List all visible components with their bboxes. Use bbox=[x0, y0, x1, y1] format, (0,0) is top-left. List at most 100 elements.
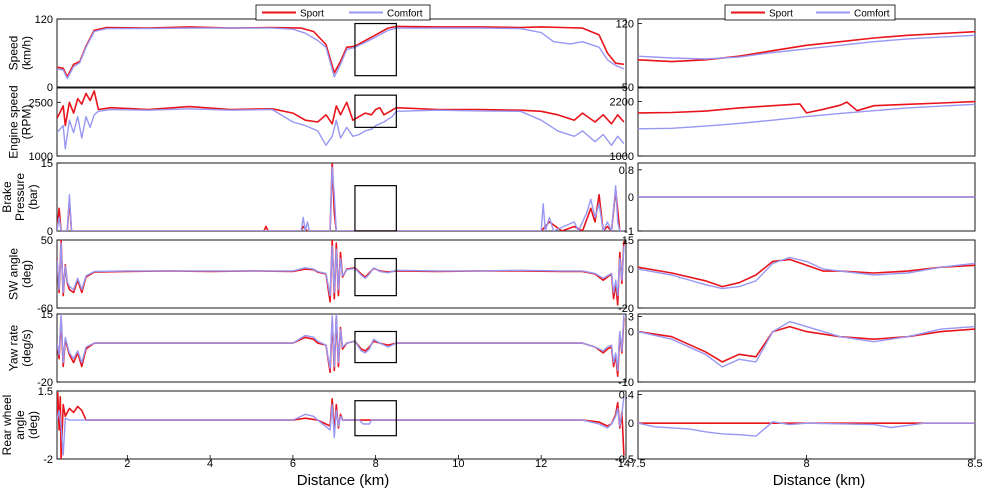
zoom-box bbox=[354, 400, 397, 437]
y-tick-label: 0 bbox=[628, 192, 634, 204]
y-tick-label: 1.5 bbox=[38, 386, 53, 398]
y-tick-label: 50 bbox=[41, 235, 53, 247]
x-tick-label: 7.5 bbox=[630, 458, 645, 470]
axes-frame bbox=[637, 87, 976, 157]
axes-frame bbox=[637, 18, 976, 88]
axes-frame bbox=[56, 87, 627, 157]
zoom-box bbox=[354, 22, 397, 77]
series-line-comfort bbox=[638, 34, 975, 60]
y-tick-label: 2200 bbox=[610, 97, 634, 109]
axes-frame bbox=[637, 313, 976, 383]
y-axis-label: BrakePressure(bar) bbox=[0, 173, 40, 221]
series-line-comfort bbox=[57, 108, 625, 150]
y-tick-label: 0 bbox=[47, 82, 53, 94]
zoom-box bbox=[354, 330, 397, 364]
y-tick-label: 50 bbox=[622, 82, 634, 94]
left-subplot-1: 120 0 Speed(km/h) bbox=[7, 14, 627, 94]
left-subplot-3: 15 0 BrakePressure(bar) bbox=[0, 158, 627, 238]
y-axis-label-line: (km/h) bbox=[20, 36, 34, 70]
y-tick-label: 15 bbox=[622, 235, 634, 247]
y-tick-label: -2 bbox=[43, 454, 53, 466]
y-axis-label-line: (deg/s) bbox=[20, 329, 34, 366]
y-tick-label: 120 bbox=[616, 19, 634, 31]
y-axis-label-line: (deg) bbox=[20, 260, 34, 288]
y-axis-label-line: (RPM) bbox=[20, 105, 34, 140]
right-subplot-3: 0.8 0 -1 bbox=[619, 162, 976, 238]
right-subplot-4: 15 0 -20 bbox=[618, 235, 976, 315]
y-axis-label-line: Brake bbox=[0, 181, 14, 213]
x-tick-label: 8 bbox=[373, 458, 379, 470]
series-line-comfort bbox=[57, 396, 625, 456]
y-axis-label-line: angle bbox=[13, 410, 27, 440]
right-subplot-2: 2200 1000 bbox=[610, 87, 976, 163]
legend-label-comfort: Comfort bbox=[854, 9, 890, 20]
axes-frame bbox=[56, 162, 627, 232]
x-tick-label: 6 bbox=[290, 458, 296, 470]
y-axis-label-line: Pressure bbox=[13, 173, 27, 221]
y-tick-label: 1000 bbox=[29, 151, 53, 163]
y-axis-label-line: Engine speed bbox=[7, 85, 21, 158]
x-tick-label: 10 bbox=[452, 458, 464, 470]
series-line-sport bbox=[638, 30, 975, 63]
y-tick-label: 120 bbox=[35, 14, 53, 26]
y-tick-label: -10 bbox=[618, 377, 634, 389]
x-axis-label-right: Distance (km) bbox=[773, 472, 866, 489]
y-tick-label: 15 bbox=[41, 309, 53, 321]
legend-box bbox=[724, 4, 896, 21]
y-tick-label: 0 bbox=[47, 226, 53, 238]
y-axis-label-line: Yaw rate bbox=[7, 324, 21, 371]
zoom-box bbox=[354, 257, 397, 297]
right-subplot-5: 3 0 -10 bbox=[618, 312, 976, 389]
y-tick-label: -0.5 bbox=[615, 454, 634, 466]
x-tick-label: 8.5 bbox=[967, 458, 982, 470]
y-axis-label: Yaw rate(deg/s) bbox=[7, 324, 34, 371]
y-tick-label: 0 bbox=[628, 264, 634, 276]
y-axis-label-line: SW angle bbox=[7, 248, 21, 300]
x-tick-label: 14 bbox=[618, 458, 630, 470]
series-line-sport bbox=[638, 100, 975, 114]
right-subplot-6: 0.4 0 -0.5 bbox=[615, 390, 976, 466]
legend-box bbox=[255, 4, 431, 21]
series-line-comfort bbox=[57, 314, 625, 371]
y-axis-label: Speed(km/h) bbox=[7, 36, 34, 71]
zoom-box bbox=[354, 185, 397, 232]
y-tick-label: 2500 bbox=[29, 97, 53, 109]
series-line-comfort bbox=[638, 320, 975, 368]
series-line-sport bbox=[57, 315, 625, 377]
series-line-sport bbox=[57, 90, 625, 127]
y-axis-label: Engine speed(RPM) bbox=[7, 85, 34, 158]
y-tick-label: -1 bbox=[624, 226, 634, 238]
series-line-comfort bbox=[57, 27, 625, 80]
axes-frame bbox=[637, 239, 976, 309]
legend-label-sport: Sport bbox=[769, 9, 793, 20]
series-line-comfort bbox=[638, 256, 975, 290]
series-line-comfort bbox=[57, 242, 625, 297]
y-axis-label: Rear wheelangle(deg) bbox=[0, 395, 40, 456]
x-tick-label: 2 bbox=[124, 458, 130, 470]
y-tick-label: 0.8 bbox=[619, 165, 634, 177]
axes-frame bbox=[637, 390, 976, 460]
y-tick-label: 0 bbox=[628, 327, 634, 339]
legend-label-sport: Sport bbox=[300, 9, 324, 20]
y-axis-label-line: (bar) bbox=[26, 184, 40, 209]
y-axis-label-line: Rear wheel bbox=[0, 395, 14, 456]
y-tick-label: 0.4 bbox=[619, 390, 634, 402]
x-tick-label: 4 bbox=[207, 458, 213, 470]
y-tick-label: 15 bbox=[41, 158, 53, 170]
axes-frame bbox=[56, 313, 627, 383]
series-line-comfort bbox=[638, 103, 975, 130]
axes-frame bbox=[56, 390, 627, 460]
x-tick-label: 8 bbox=[803, 458, 809, 470]
zoom-box bbox=[354, 94, 397, 128]
right-subplot-1: 120 50 bbox=[616, 18, 976, 94]
y-tick-label: 1000 bbox=[610, 151, 634, 163]
y-axis-label: SW angle(deg) bbox=[7, 248, 34, 300]
series-line-sport bbox=[638, 258, 975, 288]
y-tick-label: -20 bbox=[618, 303, 634, 315]
y-axis-label-line: Speed bbox=[7, 36, 21, 71]
